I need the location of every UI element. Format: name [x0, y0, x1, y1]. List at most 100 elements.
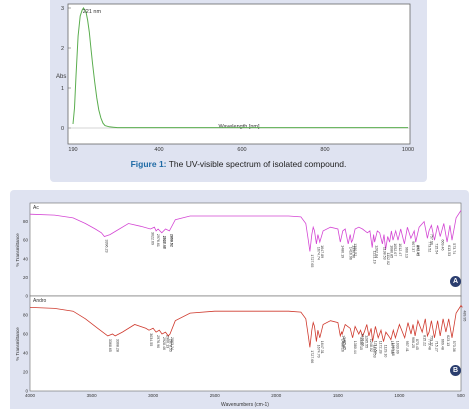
uv-y-tick-label: 1: [61, 86, 64, 92]
figure1-caption-text: The UV-visible spectrum of isolated comp…: [166, 159, 347, 169]
ir-peak-label: 1138.53: [383, 247, 387, 260]
uv-y-tick-label: 2: [61, 46, 64, 52]
ir-y-tick-label: 0: [25, 389, 28, 394]
ir-y-tick-label: 60: [23, 332, 29, 337]
ir-peak-label: 1012.47: [398, 243, 402, 256]
ir-peak-label: 489.95: [462, 310, 466, 321]
ir-chart-b: Andro % Transmittance 80 60 40 20 0 4000 3500…: [15, 295, 466, 408]
ir-peak-label: 669.48: [440, 339, 444, 350]
ir-peak-label: 1218.53: [373, 345, 377, 358]
ir-peak-label: 873.45: [415, 339, 419, 350]
ir-x-tick-label: 2000: [271, 393, 282, 398]
ir-x-tick-label: 1500: [333, 393, 344, 398]
ir-peak-label: 1129.10: [384, 345, 388, 358]
ir-peak-label: 773.48: [428, 339, 432, 350]
uv-y-tick-label: 3: [61, 6, 64, 12]
ir-b-peak-labels: 3368.65 3308.28 3034.55 2976.90 2928.46 2900.…: [108, 310, 466, 363]
ir-peak-label: 1470.19: [342, 335, 346, 348]
ir-peak-label: 1052.07: [393, 243, 397, 256]
ir-x-tick-label: 2500: [210, 393, 221, 398]
ir-peak-label: 815.22: [422, 335, 426, 346]
ir-peak-label: 2927.47: [162, 236, 166, 249]
uv-x-tick-label: 600: [237, 147, 246, 153]
ir-x-tick-label: 1000: [394, 393, 405, 398]
uv-chart: 3 2 1 0 190 400 600 800 1000 Abs Wavelength [nm…: [56, 3, 414, 153]
ir-a-header: Ac: [33, 205, 39, 211]
uv-x-label: Wavelength [nm]: [218, 124, 260, 130]
ir-peak-label: 773.52: [428, 241, 432, 252]
ir-b-series-line: [29, 304, 463, 348]
ir-b-x-label: Wavenumbers (cm-1): [221, 402, 269, 408]
uv-x-tick-label: 800: [320, 147, 329, 153]
ir-peak-label: 867.97: [416, 245, 420, 256]
uv-peak-annotation: 221 nm: [83, 9, 102, 15]
ir-peak-label: 3034.55: [149, 333, 153, 346]
ir-peak-label: 1647.31: [320, 341, 324, 354]
ir-y-tick-label: 80: [23, 219, 29, 224]
ir-b-y-label: % Transmittance: [15, 327, 20, 361]
ir-a-y-label: % Transmittance: [15, 233, 20, 267]
ir-y-tick-label: 80: [23, 313, 29, 318]
ir-peak-label: 1172.28: [378, 341, 382, 354]
uv-x-tick-label: 1000: [402, 147, 414, 153]
panel-b-badge: B: [450, 365, 461, 376]
figure1-caption-label: Figure 1:: [130, 159, 167, 169]
ir-peak-label: 2878.55: [168, 339, 172, 352]
figure1-caption: Figure 1: The UV-visible spectrum of iso…: [50, 159, 427, 169]
ir-peak-label: 1647.89: [320, 245, 324, 258]
ir-x-tick-label: 500: [457, 393, 465, 398]
ir-peak-label: 1212.54: [374, 341, 378, 354]
ir-peak-label: 715.54: [435, 243, 439, 254]
ir-peak-label: 613.53: [447, 245, 451, 256]
ir-x-tick-label: 4000: [25, 393, 36, 398]
ir-peak-label: 3022.69: [151, 232, 155, 245]
uv-x-tick-label: 400: [154, 147, 163, 153]
ir-peak-label: 623.13: [446, 335, 450, 346]
ir-peak-label: 907.37: [411, 241, 415, 252]
ir-b-y-axis: 80 60 40 20 0: [23, 313, 29, 394]
ir-peak-label: 1674.70: [317, 345, 321, 358]
ir-peak-label: 2976.61: [156, 234, 160, 247]
ir-peak-label: 1112.02: [386, 253, 390, 265]
panel-a-badge: A: [450, 276, 461, 287]
ir-y-tick-label: 60: [23, 238, 29, 243]
ir-y-tick-label: 40: [23, 256, 29, 261]
ir-peak-label: 2869.62: [169, 234, 173, 247]
ir-chart-a: Ac % Transmittance 80 60 40 20 0 3396.23 3022…: [15, 202, 462, 299]
ir-peak-label: 573.74: [452, 243, 456, 254]
ir-peak-label: 1380.52: [353, 243, 357, 256]
ir-peak-label: 3396.23: [105, 240, 109, 253]
uv-x-tick-label: 190: [68, 147, 77, 153]
ir-peak-label: 1077.55: [390, 341, 394, 354]
ir-b-header: Andro: [33, 298, 47, 304]
ir-y-tick-label: 0: [25, 294, 28, 299]
ir-peak-label: 1480.19: [341, 245, 345, 258]
ir-peak-label: 2976.90: [156, 335, 160, 348]
uv-y-tick-label: 0: [61, 126, 64, 132]
ir-peak-label: 960.13: [405, 247, 409, 258]
ir-peak-label: 1727.65: [310, 254, 314, 267]
ir-peak-label: 1390.96: [352, 245, 356, 258]
ir-peak-label: 2868.52: [170, 234, 174, 247]
ir-peak-label: 1416.96: [348, 247, 352, 260]
ir-peak-label: 669.46: [440, 240, 444, 251]
ir-peak-label: 1480.16: [341, 339, 345, 352]
uv-y-label: Abs: [56, 74, 66, 80]
ir-peak-label: 1202.04: [375, 245, 379, 258]
ir-peak-label: 715.27: [435, 341, 439, 352]
ir-a-y-axis: 80 60 40 20 0: [23, 219, 29, 298]
ir-peak-label: 757.90: [429, 234, 433, 245]
ir-peak-label: 3308.28: [115, 339, 119, 352]
ir-b-x-axis: 4000 3500 3000 2500 2000 1500 1000 500: [25, 393, 465, 398]
ir-peak-label: 1674.74: [317, 247, 321, 260]
ir-a-plot-area: [29, 202, 462, 297]
ir-peak-label: 1080.85: [390, 245, 394, 258]
ir-peak-label: 1285.55: [365, 335, 369, 348]
ir-peak-label: 2863.24: [170, 337, 174, 350]
ir-b-plot-area: [29, 295, 462, 392]
ir-peak-label: 1069.68: [391, 343, 395, 356]
ir-peak-label: 1330.15: [359, 337, 363, 350]
ir-peak-label: 1316.66: [361, 333, 365, 346]
